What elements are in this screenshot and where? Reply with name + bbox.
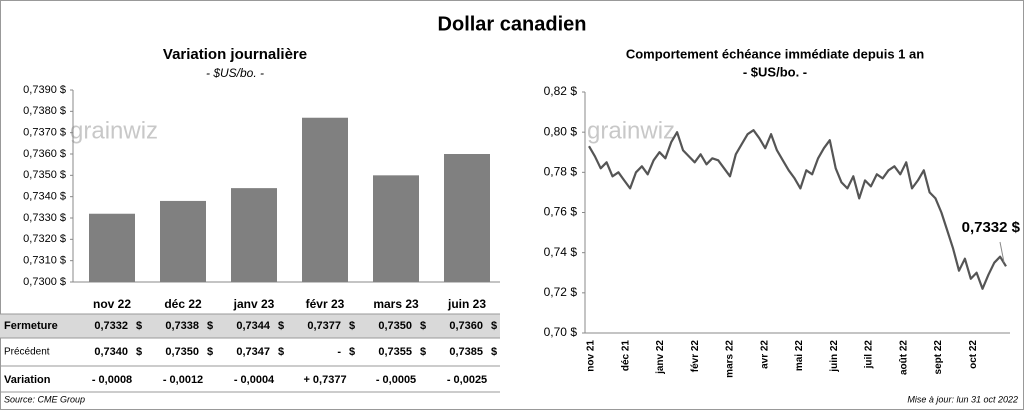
row-band [0,314,500,338]
close-value: 0,7338 [165,320,199,332]
row-label: Précédent [4,347,50,358]
x-tick-label: janv 23 [233,297,275,311]
variation-value: - 0,0005 [376,374,416,386]
x-tick-label: sept 22 [933,340,944,375]
row-label: Fermeture [4,320,58,332]
unit: $ [349,320,355,332]
previous-value: 0,7347 [236,346,270,358]
close-value: 0,7332 [94,320,128,332]
chart-subtitle: - $US/bo. - [206,66,264,80]
bar [373,175,419,282]
y-tick-label: 0,7350 $ [23,169,66,181]
y-tick-label: 0,7330 $ [23,212,66,224]
y-tick-label: 0,80 $ [544,124,578,138]
y-tick-label: 0,72 $ [544,285,578,299]
y-tick-label: 0,7370 $ [23,127,66,139]
unit: $ [207,346,213,358]
close-value: 0,7377 [307,320,341,332]
close-value: 0,7344 [236,320,271,332]
watermark: grainwiz [587,117,675,144]
y-tick-label: 0,74 $ [544,245,578,259]
y-tick-label: 0,82 $ [544,84,578,98]
x-tick-label: avr 22 [759,340,770,369]
variation-value: + 0,7377 [303,374,346,386]
y-tick-label: 0,7380 $ [23,105,66,117]
x-tick-label: déc 21 [620,340,631,372]
x-tick-label: mai 22 [794,340,805,372]
watermark: grainwiz [70,117,158,144]
chart-subtitle: - $US/bo. - [743,64,807,79]
unit: $ [491,346,497,358]
bar [231,188,277,282]
x-tick-label: févr 22 [690,340,701,373]
unit: $ [278,320,284,332]
x-tick-label: juil 22 [864,340,875,370]
x-tick-label: nov 22 [93,297,131,311]
price-line [588,129,1007,290]
x-tick-label: juin 22 [829,340,840,373]
bar [160,200,206,282]
bar [89,213,135,282]
x-tick-label: déc 22 [164,297,202,311]
y-tick-label: 0,7300 $ [23,276,66,288]
y-tick-label: 0,7310 $ [23,255,66,267]
variation-value: - 0,0008 [92,374,132,386]
bar [444,154,490,282]
close-value: 0,7350 [378,320,412,332]
x-tick-label: oct 22 [968,340,979,369]
variation-value: - 0,0025 [447,374,487,386]
unit: $ [278,346,284,358]
previous-value: 0,7350 [165,346,199,358]
y-tick-label: 0,7320 $ [23,233,66,245]
previous-value: 0,7355 [378,346,412,358]
unit: $ [420,320,426,332]
unit: $ [136,346,142,358]
variation-value: - 0,0012 [163,374,203,386]
previous-value: 0,7385 [449,346,483,358]
x-tick-label: nov 21 [586,340,597,372]
source: Source: CME Group [4,394,85,404]
chart-title: Variation journalière [163,46,307,63]
unit: $ [207,320,213,332]
y-tick-label: 0,7340 $ [23,191,66,203]
x-tick-label: janv 22 [655,340,666,375]
x-tick-label: août 22 [898,340,909,375]
annotation: 0,7332 $ [962,219,1021,236]
updated: Mise à jour: lun 31 oct 2022 [907,394,1018,404]
main-title: Dollar canadien [438,13,587,35]
y-tick-label: 0,78 $ [544,165,578,179]
previous-value: - [337,346,341,358]
y-tick-label: 0,7360 $ [23,148,66,160]
previous-value: 0,7340 [94,346,128,358]
close-value: 0,7360 [449,320,483,332]
x-tick-label: mars 23 [373,297,419,311]
variation-value: - 0,0004 [234,374,275,386]
chart-title: Comportement échéance immédiate depuis 1… [626,46,924,61]
x-tick-label: févr 23 [306,297,345,311]
row-label: Variation [4,374,51,386]
unit: $ [491,320,497,332]
y-tick-label: 0,7390 $ [23,84,66,96]
y-tick-label: 0,70 $ [544,325,578,339]
unit: $ [349,346,355,358]
x-tick-label: juin 23 [447,297,486,311]
x-tick-label: mars 22 [725,340,736,378]
y-tick-label: 0,76 $ [544,205,578,219]
unit: $ [136,320,142,332]
bar [302,117,348,282]
annotation-arrow [999,241,1005,263]
unit: $ [420,346,426,358]
